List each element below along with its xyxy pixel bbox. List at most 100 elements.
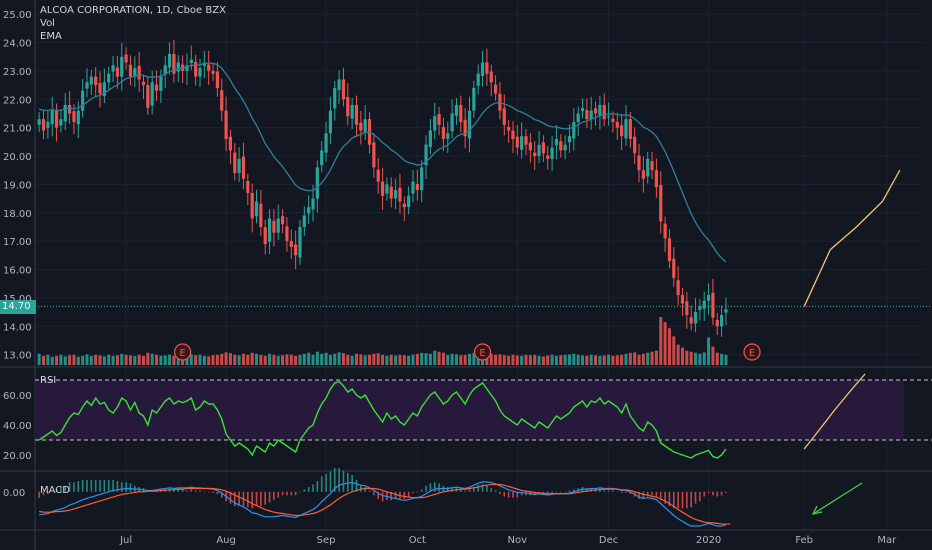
time-tick-label: 2020 bbox=[696, 535, 721, 546]
macd-histogram-bar bbox=[346, 472, 349, 492]
volume-bar bbox=[198, 354, 202, 365]
candle-body bbox=[520, 136, 524, 150]
volume-bar bbox=[672, 336, 676, 365]
candle-body bbox=[224, 110, 228, 140]
candle-body bbox=[580, 107, 585, 112]
rsi-band bbox=[35, 380, 904, 440]
volume-indicator-label[interactable]: Vol bbox=[40, 18, 55, 29]
macd-histogram-bar bbox=[173, 489, 175, 492]
candle-body bbox=[646, 158, 650, 177]
candles bbox=[37, 40, 728, 337]
volume-bar bbox=[446, 354, 450, 365]
volume-bar bbox=[554, 355, 558, 365]
macd-histogram-bar bbox=[312, 484, 314, 492]
macd-histogram-bar bbox=[507, 491, 510, 498]
candle-body bbox=[702, 300, 706, 309]
macd-histogram-bar bbox=[286, 491, 288, 496]
macd-histogram-bar bbox=[533, 491, 536, 496]
volume-bar bbox=[720, 353, 724, 365]
volume-bar bbox=[689, 351, 693, 365]
macd-histogram-bar bbox=[655, 491, 658, 497]
candle-body bbox=[650, 161, 654, 171]
macd-histogram-bar bbox=[559, 491, 562, 493]
macd-histogram-bar bbox=[307, 487, 310, 492]
volume-bar bbox=[346, 354, 350, 365]
candle-body bbox=[359, 122, 363, 131]
macd-histogram-bar bbox=[64, 485, 67, 492]
candle-body bbox=[128, 64, 133, 77]
volume-bar bbox=[59, 354, 63, 365]
volume-bar bbox=[333, 353, 337, 365]
candle-body bbox=[441, 127, 446, 140]
volume-bar bbox=[663, 322, 667, 365]
macd-histogram-bar bbox=[568, 490, 571, 492]
volume-bar bbox=[255, 353, 259, 365]
macd-histogram-bar bbox=[290, 491, 293, 496]
candle-body bbox=[254, 201, 259, 217]
macd-line bbox=[39, 481, 727, 527]
annotation-arrow bbox=[811, 482, 863, 515]
rsi-axis: 60.00 40.00 20.00 bbox=[3, 391, 32, 462]
price-tick-label: 21.00 bbox=[3, 124, 32, 135]
volume-bar bbox=[472, 352, 476, 365]
macd-histogram-bar bbox=[255, 491, 258, 506]
macd-panel-label[interactable]: MACD bbox=[40, 485, 70, 496]
candle-body bbox=[107, 73, 111, 83]
candle-body bbox=[572, 122, 576, 139]
volume-bar bbox=[667, 328, 671, 365]
ema-indicator-label[interactable]: EMA bbox=[40, 31, 62, 42]
chart-title: ALCOA CORPORATION, 1D, Cboe BZX bbox=[40, 5, 226, 16]
macd-histogram-bar bbox=[686, 491, 688, 509]
rsi-panel-label[interactable]: RSI bbox=[40, 375, 57, 386]
macd-histogram-bar bbox=[651, 491, 653, 496]
macd-histogram-bar bbox=[233, 491, 236, 506]
volume-bar bbox=[289, 354, 293, 365]
candle-body bbox=[211, 70, 215, 74]
macd-histogram-bar bbox=[412, 491, 414, 493]
earnings-marker: E bbox=[743, 343, 761, 361]
macd-histogram-bar bbox=[373, 491, 375, 496]
volume-bar bbox=[124, 354, 128, 365]
macd-histogram-bar bbox=[420, 489, 423, 492]
candle-body bbox=[159, 76, 163, 91]
volume-bar bbox=[141, 355, 145, 365]
price-tick-label: 23.00 bbox=[3, 67, 32, 78]
macd-histogram-bar bbox=[247, 491, 249, 508]
macd-histogram-bar bbox=[477, 484, 479, 492]
price-axis: 25.00 24.00 23.00 22.00 21.00 20.00 19.00 18.00… bbox=[3, 10, 32, 361]
volume-bar bbox=[233, 354, 237, 365]
volume-bar bbox=[220, 353, 224, 365]
candle-body bbox=[459, 104, 463, 122]
macd-histogram-bar bbox=[607, 490, 610, 492]
macd-histogram-bar bbox=[368, 490, 371, 492]
volume-bar bbox=[115, 355, 119, 365]
price-tick-label: 15.00 bbox=[3, 294, 32, 305]
volume-bar bbox=[528, 355, 532, 365]
macd-signal-line bbox=[39, 483, 731, 525]
macd-histogram-bar bbox=[112, 479, 114, 492]
macd-histogram-bar bbox=[486, 485, 488, 492]
macd-histogram-bar bbox=[364, 487, 366, 492]
candle-body bbox=[328, 110, 333, 134]
macd-histogram-bar bbox=[520, 491, 523, 496]
volume-bar bbox=[359, 354, 363, 365]
volume-bar bbox=[398, 354, 402, 365]
candle-body bbox=[98, 82, 102, 94]
volume-bar bbox=[302, 353, 306, 365]
candle-body bbox=[402, 203, 406, 208]
macd-histogram-bar bbox=[86, 479, 88, 492]
macd-histogram-bar bbox=[629, 491, 632, 495]
volume-bar bbox=[155, 354, 159, 365]
macd-histogram-bar bbox=[51, 490, 54, 492]
volume-bar bbox=[654, 350, 658, 365]
candle-body bbox=[59, 119, 63, 126]
volume-bar bbox=[350, 355, 354, 365]
macd-histogram-bar bbox=[586, 488, 588, 492]
volume-bar bbox=[624, 353, 628, 365]
volume-bar bbox=[715, 352, 719, 365]
volume-bar bbox=[394, 355, 398, 365]
volume-bar bbox=[281, 355, 285, 365]
volume-bar bbox=[407, 355, 411, 365]
macd-histogram-bar bbox=[68, 482, 71, 492]
